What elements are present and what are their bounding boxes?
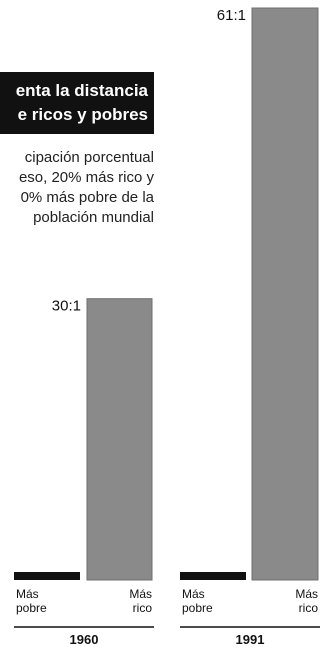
category-label-poor-line1-1991: Más — [182, 587, 205, 601]
category-label-rich-line2-1960: rico — [133, 601, 153, 615]
subtitle-line-3: 0% más pobre de la — [20, 189, 154, 206]
chart-title-box: enta la distancia e ricos y pobres — [0, 72, 154, 134]
chart-title-line-1: enta la distancia — [15, 81, 148, 100]
category-label-poor-line2-1991: pobre — [182, 601, 213, 615]
category-label-rich-line1-1991: Más — [295, 587, 318, 601]
year-label-1960: 1960 — [70, 632, 99, 647]
category-label-poor-line1-1960: Más — [16, 587, 39, 601]
category-label-poor-line2-1960: pobre — [16, 601, 47, 615]
ratio-label-1991: 61:1 — [217, 7, 246, 24]
bar-poor-1960 — [14, 572, 80, 580]
subtitle-line-4: población mundial — [33, 209, 154, 226]
subtitle-line-1: cipación porcentual — [24, 149, 154, 166]
chart-subtitle: cipación porcentual eso, 20% más rico y … — [0, 148, 154, 228]
subtitle-line-2: eso, 20% más rico y — [18, 169, 154, 186]
chart-title-line-2: e ricos y pobres — [17, 105, 148, 124]
category-label-rich-line2-1991: rico — [299, 601, 319, 615]
year-label-1991: 1991 — [236, 632, 265, 647]
ratio-label-1960: 30:1 — [52, 298, 81, 315]
bar-rich-1960 — [86, 298, 153, 581]
bar-poor-1991 — [180, 572, 246, 580]
category-label-rich-line1-1960: Más — [129, 587, 152, 601]
bar-rich-1991 — [251, 7, 319, 581]
